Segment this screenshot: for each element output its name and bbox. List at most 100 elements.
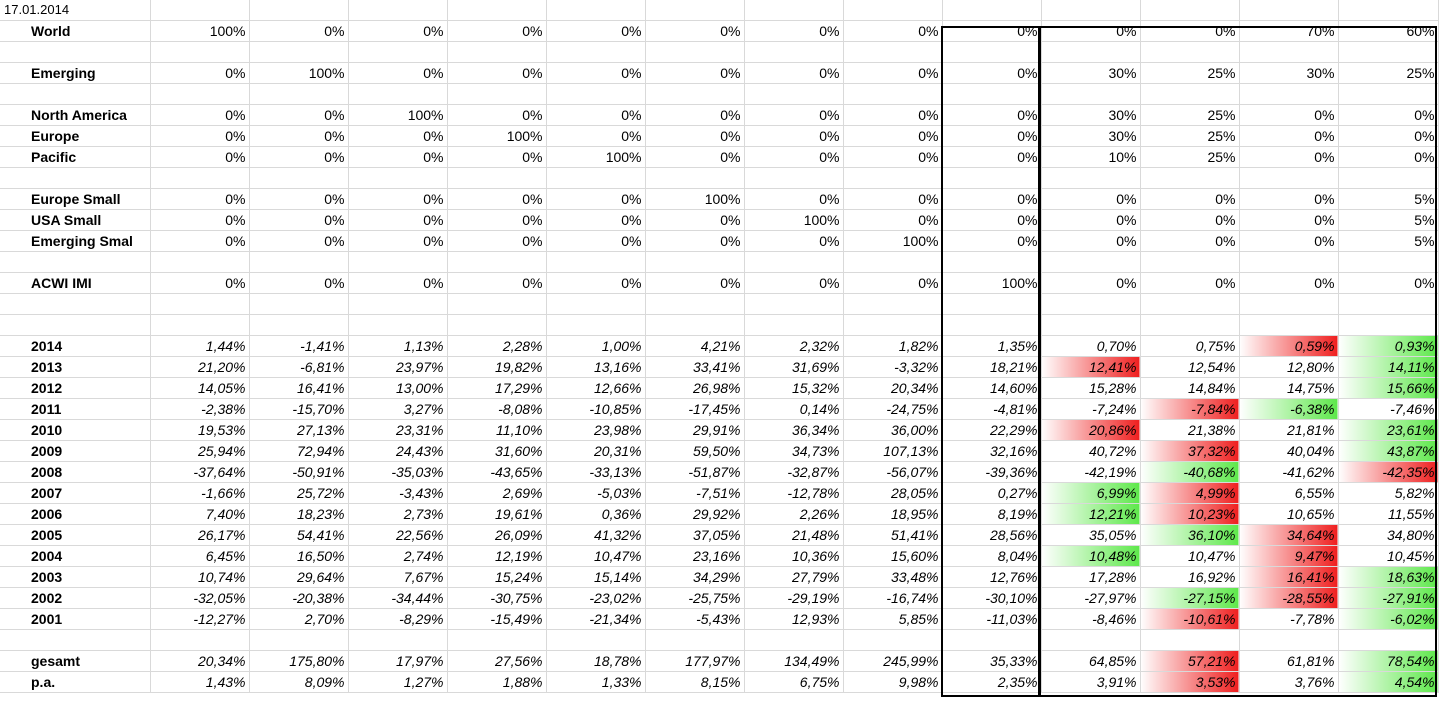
- value-cell[interactable]: 37,32%: [1140, 440, 1240, 462]
- value-cell[interactable]: -8,29%: [348, 608, 448, 630]
- empty-cell[interactable]: [348, 629, 448, 651]
- value-cell[interactable]: 3,27%: [348, 398, 448, 420]
- value-cell[interactable]: 16,50%: [249, 545, 349, 567]
- value-cell[interactable]: -41,62%: [1239, 461, 1339, 483]
- value-cell[interactable]: 1,43%: [150, 671, 250, 693]
- value-cell[interactable]: 100%: [744, 209, 844, 231]
- value-cell[interactable]: 0%: [1041, 188, 1141, 210]
- value-cell[interactable]: 2,74%: [348, 545, 448, 567]
- value-cell[interactable]: 10,74%: [150, 566, 250, 588]
- row-label-cell[interactable]: Europe Small: [0, 188, 151, 210]
- value-cell[interactable]: 0%: [447, 146, 547, 168]
- value-cell[interactable]: 0%: [942, 20, 1042, 42]
- value-cell[interactable]: 30%: [1041, 125, 1141, 147]
- value-cell[interactable]: 35,33%: [942, 650, 1042, 672]
- value-cell[interactable]: 2,73%: [348, 503, 448, 525]
- empty-cell[interactable]: [1239, 0, 1339, 21]
- value-cell[interactable]: 0%: [1239, 272, 1339, 294]
- value-cell[interactable]: -33,13%: [546, 461, 646, 483]
- empty-cell[interactable]: [744, 0, 844, 21]
- value-cell[interactable]: 0,36%: [546, 503, 646, 525]
- value-cell[interactable]: 0%: [942, 125, 1042, 147]
- value-cell[interactable]: 33,48%: [843, 566, 943, 588]
- empty-cell[interactable]: [645, 41, 745, 63]
- value-cell[interactable]: 31,69%: [744, 356, 844, 378]
- empty-cell[interactable]: [546, 293, 646, 315]
- value-cell[interactable]: 64,85%: [1041, 650, 1141, 672]
- value-cell[interactable]: 0%: [249, 146, 349, 168]
- empty-cell[interactable]: [1338, 41, 1439, 63]
- row-label-cell[interactable]: USA Small: [0, 209, 151, 231]
- value-cell[interactable]: 28,56%: [942, 524, 1042, 546]
- value-cell[interactable]: 3,76%: [1239, 671, 1339, 693]
- empty-cell[interactable]: [1239, 251, 1339, 273]
- value-cell[interactable]: 24,43%: [348, 440, 448, 462]
- value-cell[interactable]: 5%: [1338, 209, 1439, 231]
- row-label-cell[interactable]: 2013: [0, 356, 151, 378]
- value-cell[interactable]: 10,23%: [1140, 503, 1240, 525]
- empty-cell[interactable]: [744, 293, 844, 315]
- value-cell[interactable]: 0%: [348, 230, 448, 252]
- value-cell[interactable]: 36,00%: [843, 419, 943, 441]
- empty-cell[interactable]: [249, 167, 349, 189]
- value-cell[interactable]: 245,99%: [843, 650, 943, 672]
- value-cell[interactable]: 0%: [1140, 188, 1240, 210]
- value-cell[interactable]: 0%: [249, 188, 349, 210]
- value-cell[interactable]: 0%: [348, 209, 448, 231]
- value-cell[interactable]: 100%: [150, 20, 250, 42]
- value-cell[interactable]: -10,61%: [1140, 608, 1240, 630]
- value-cell[interactable]: 0,27%: [942, 482, 1042, 504]
- empty-cell[interactable]: [447, 41, 547, 63]
- value-cell[interactable]: -30,10%: [942, 587, 1042, 609]
- value-cell[interactable]: 25%: [1140, 125, 1240, 147]
- empty-cell[interactable]: [645, 167, 745, 189]
- empty-cell[interactable]: [1338, 314, 1439, 336]
- value-cell[interactable]: 26,98%: [645, 377, 745, 399]
- value-cell[interactable]: 5,85%: [843, 608, 943, 630]
- empty-cell[interactable]: [546, 314, 646, 336]
- value-cell[interactable]: 0%: [546, 125, 646, 147]
- value-cell[interactable]: 0%: [1239, 209, 1339, 231]
- value-cell[interactable]: 15,32%: [744, 377, 844, 399]
- value-cell[interactable]: -56,07%: [843, 461, 943, 483]
- value-cell[interactable]: -30,75%: [447, 587, 547, 609]
- value-cell[interactable]: 1,82%: [843, 335, 943, 357]
- value-cell[interactable]: 32,16%: [942, 440, 1042, 462]
- empty-cell[interactable]: [1239, 167, 1339, 189]
- value-cell[interactable]: 36,10%: [1140, 524, 1240, 546]
- value-cell[interactable]: 0%: [744, 104, 844, 126]
- value-cell[interactable]: 19,53%: [150, 419, 250, 441]
- value-cell[interactable]: -25,75%: [645, 587, 745, 609]
- value-cell[interactable]: 0%: [1041, 230, 1141, 252]
- row-label-cell[interactable]: 2007: [0, 482, 151, 504]
- value-cell[interactable]: 12,21%: [1041, 503, 1141, 525]
- empty-cell[interactable]: [447, 251, 547, 273]
- empty-cell[interactable]: [1140, 314, 1240, 336]
- empty-cell[interactable]: [843, 251, 943, 273]
- value-cell[interactable]: -7,51%: [645, 482, 745, 504]
- empty-cell[interactable]: [150, 167, 250, 189]
- row-label-cell[interactable]: 2008: [0, 461, 151, 483]
- value-cell[interactable]: 43,87%: [1338, 440, 1439, 462]
- value-cell[interactable]: 100%: [942, 272, 1042, 294]
- empty-cell[interactable]: [348, 251, 448, 273]
- empty-cell[interactable]: [1338, 167, 1439, 189]
- row-label-cell[interactable]: p.a.: [0, 671, 151, 693]
- value-cell[interactable]: 78,54%: [1338, 650, 1439, 672]
- empty-cell[interactable]: [645, 0, 745, 21]
- value-cell[interactable]: 100%: [348, 104, 448, 126]
- value-cell[interactable]: 177,97%: [645, 650, 745, 672]
- value-cell[interactable]: 0%: [843, 20, 943, 42]
- value-cell[interactable]: 10,47%: [546, 545, 646, 567]
- empty-cell[interactable]: [348, 41, 448, 63]
- empty-cell[interactable]: [546, 629, 646, 651]
- value-cell[interactable]: 14,11%: [1338, 356, 1439, 378]
- empty-cell[interactable]: [1041, 629, 1141, 651]
- value-cell[interactable]: -23,02%: [546, 587, 646, 609]
- row-label-cell[interactable]: 2011: [0, 398, 151, 420]
- value-cell[interactable]: 34,80%: [1338, 524, 1439, 546]
- empty-cell[interactable]: [1041, 293, 1141, 315]
- value-cell[interactable]: 57,21%: [1140, 650, 1240, 672]
- value-cell[interactable]: 30%: [1041, 104, 1141, 126]
- value-cell[interactable]: 12,93%: [744, 608, 844, 630]
